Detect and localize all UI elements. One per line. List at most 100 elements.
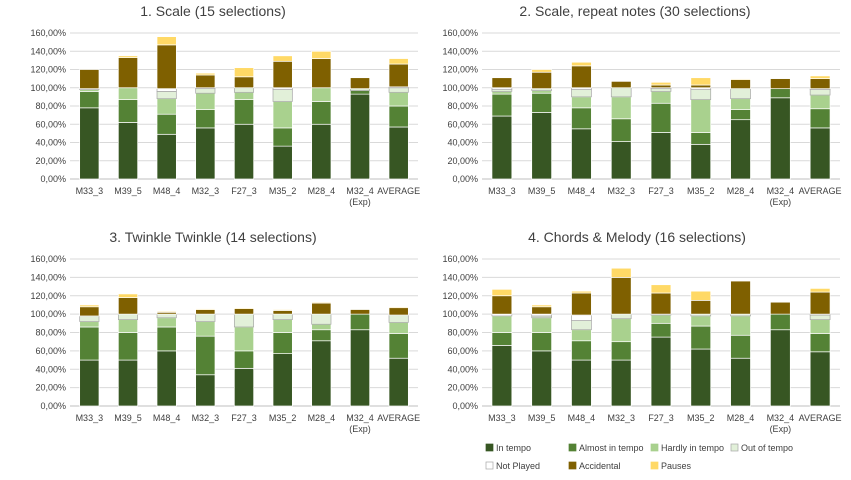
bar-segment-in-tempo xyxy=(730,119,751,180)
bar-segment-pauses xyxy=(311,301,332,304)
bar-segment-almost-in-tempo xyxy=(311,329,332,342)
bar-segment-hardly-in-tempo xyxy=(311,87,332,102)
bar-segment-almost-in-tempo xyxy=(730,109,751,121)
bar-segment-accidental xyxy=(117,57,139,89)
x-tick-label: M39_5 xyxy=(114,413,142,423)
bar-segment-almost-in-tempo xyxy=(809,333,831,353)
bar-segment-in-tempo xyxy=(388,126,409,180)
x-tick-label: M33_3 xyxy=(76,186,104,196)
bar-segment-in-tempo xyxy=(730,357,751,407)
bar-segment-out-of-tempo xyxy=(610,87,632,98)
bar-segment-accidental xyxy=(809,78,831,90)
chart-title: 3. Twinkle Twinkle (14 selections) xyxy=(109,229,316,245)
bar-segment-pauses xyxy=(311,50,332,59)
bar-segment-pauses xyxy=(610,267,632,278)
bar-segment-pauses xyxy=(195,72,216,76)
bar-segment-hardly-in-tempo xyxy=(809,319,831,334)
bar-segment-accidental xyxy=(272,60,293,89)
bar-segment-out-of-tempo xyxy=(272,89,293,102)
bar-segment-hardly-in-tempo xyxy=(571,329,592,342)
bar-segment-hardly-in-tempo xyxy=(650,91,672,104)
bar-segment-almost-in-tempo xyxy=(117,99,139,123)
chart-panel-1: 1. Scale (15 selections) 0,00% 20,00% 40,00… xyxy=(30,3,420,207)
bar-segment-accidental xyxy=(690,84,712,89)
bar-segment-in-tempo xyxy=(770,97,791,180)
y-tick-label: 80,00% xyxy=(35,328,66,338)
bar-segment-almost-in-tempo xyxy=(809,108,831,129)
bar-segment-in-tempo xyxy=(311,123,332,180)
bar-segment-out-of-tempo xyxy=(272,313,293,320)
legend-swatch xyxy=(485,443,494,452)
x-tick-label: M39_5 xyxy=(528,186,556,196)
bar-segment-accidental xyxy=(156,44,177,90)
bar-segment-in-tempo xyxy=(195,127,216,180)
y-tick-label: 80,00% xyxy=(35,101,66,111)
bar-segment-accidental xyxy=(531,71,552,90)
x-tick-label: M35_2 xyxy=(269,186,297,196)
bar-segment-accidental xyxy=(195,309,216,315)
bar-segment-out-of-tempo xyxy=(195,313,216,322)
legend-label: In tempo xyxy=(496,443,531,453)
bar-segment-out-of-tempo xyxy=(809,89,831,96)
bar-segment-hardly-in-tempo xyxy=(195,92,216,110)
bar-segment-almost-in-tempo xyxy=(730,334,751,359)
x-tick-label: M33_3 xyxy=(488,413,516,423)
legend-swatch xyxy=(568,461,577,470)
bar-segment-out-of-tempo xyxy=(233,313,255,328)
bar-segment-almost-in-tempo xyxy=(690,325,712,350)
bar-segment-hardly-in-tempo xyxy=(195,321,216,337)
bar-segment-pauses xyxy=(388,306,409,309)
bar-segment-out-of-tempo xyxy=(388,87,409,93)
bar-segment-accidental xyxy=(650,292,672,315)
y-tick-label: 20,00% xyxy=(35,383,66,393)
bar-segment-almost-in-tempo xyxy=(571,107,592,130)
bar-segment-in-tempo xyxy=(156,350,177,407)
chart-title: 4. Chords & Melody (16 selections) xyxy=(528,229,746,245)
bar-segment-almost-in-tempo xyxy=(650,102,672,133)
x-tick-label: M32_3 xyxy=(192,413,220,423)
bar-segment-pauses xyxy=(531,304,552,308)
bar-segment-not-played xyxy=(571,314,592,321)
y-tick-label: 20,00% xyxy=(447,156,478,166)
x-tick-label: M48_4 xyxy=(153,186,181,196)
bar-segment-in-tempo xyxy=(491,115,513,180)
bar-segment-accidental xyxy=(571,65,592,89)
bar-segment-hardly-in-tempo xyxy=(388,91,409,107)
bar-segment-hardly-in-tempo xyxy=(272,319,293,333)
bar-segment-hardly-in-tempo xyxy=(531,90,552,94)
bar-segment-accidental xyxy=(388,307,409,316)
bar-segment-accidental xyxy=(491,77,513,89)
bar-segment-hardly-in-tempo xyxy=(233,326,255,352)
bar-segment-in-tempo xyxy=(272,353,293,407)
y-tick-label: 160,00% xyxy=(442,28,478,38)
y-tick-label: 40,00% xyxy=(35,364,66,374)
bar-segment-in-tempo xyxy=(491,345,513,407)
bar-segment-hardly-in-tempo xyxy=(79,321,100,328)
bar-segment-in-tempo xyxy=(531,112,552,180)
bar-segment-almost-in-tempo xyxy=(491,332,513,346)
bar-segment-in-tempo xyxy=(272,145,293,180)
bar-segment-accidental xyxy=(650,84,672,89)
y-tick-label: 0,00% xyxy=(452,401,478,411)
bar-segment-in-tempo xyxy=(79,359,100,407)
bar-segment-in-tempo xyxy=(650,132,672,180)
x-tick-label: M39_5 xyxy=(528,413,556,423)
bar-segment-in-tempo xyxy=(809,351,831,407)
bar-segment-out-of-tempo xyxy=(311,313,332,325)
bar-segment-pauses xyxy=(491,288,513,297)
bar-segment-out-of-tempo xyxy=(730,88,751,100)
bar-segment-accidental xyxy=(272,310,293,315)
bar-segment-in-tempo xyxy=(156,133,177,180)
bar-segment-pauses xyxy=(388,58,409,65)
bar-segment-hardly-in-tempo xyxy=(809,94,831,110)
bar-segment-in-tempo xyxy=(650,336,672,407)
y-tick-label: 160,00% xyxy=(442,254,478,264)
bar-segment-accidental xyxy=(388,63,409,88)
bar-segment-accidental xyxy=(491,295,513,315)
bar-segment-hardly-in-tempo xyxy=(388,322,409,334)
bar-segment-accidental xyxy=(349,77,371,90)
y-tick-label: 60,00% xyxy=(447,119,478,129)
bar-segment-accidental xyxy=(79,306,100,317)
bar-segment-pauses xyxy=(531,69,552,73)
bar-segment-pauses xyxy=(690,290,712,301)
